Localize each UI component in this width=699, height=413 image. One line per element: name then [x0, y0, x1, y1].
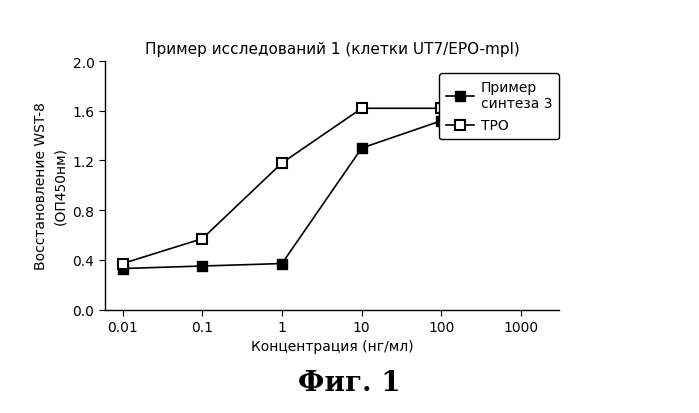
Пример
синтеза 3: [438, 119, 446, 124]
ТРО: [118, 261, 127, 266]
Title: Пример исследований 1 (клетки UT7/EPO-mpl): Пример исследований 1 (клетки UT7/EPO-mp…: [145, 42, 519, 57]
ТРО: [278, 161, 286, 166]
ТРО: [438, 107, 446, 112]
ТРО: [198, 237, 206, 242]
ТРО: [357, 107, 366, 112]
Пример
синтеза 3: [118, 266, 127, 271]
Пример
синтеза 3: [357, 146, 366, 151]
Пример
синтеза 3: [278, 261, 286, 266]
Пример
синтеза 3: [198, 264, 206, 269]
Line: Пример
синтеза 3: Пример синтеза 3: [117, 103, 526, 274]
Line: ТРО: ТРО: [117, 104, 526, 269]
ТРО: [517, 107, 526, 112]
Text: Фиг. 1: Фиг. 1: [298, 370, 401, 396]
Legend: Пример
синтеза 3, ТРО: Пример синтеза 3, ТРО: [439, 74, 559, 140]
Пример
синтеза 3: [517, 105, 526, 110]
X-axis label: Концентрация (нг/мл): Концентрация (нг/мл): [251, 339, 413, 354]
Y-axis label: Восстановление WST-8
(ОП450нм): Восстановление WST-8 (ОП450нм): [34, 102, 66, 270]
